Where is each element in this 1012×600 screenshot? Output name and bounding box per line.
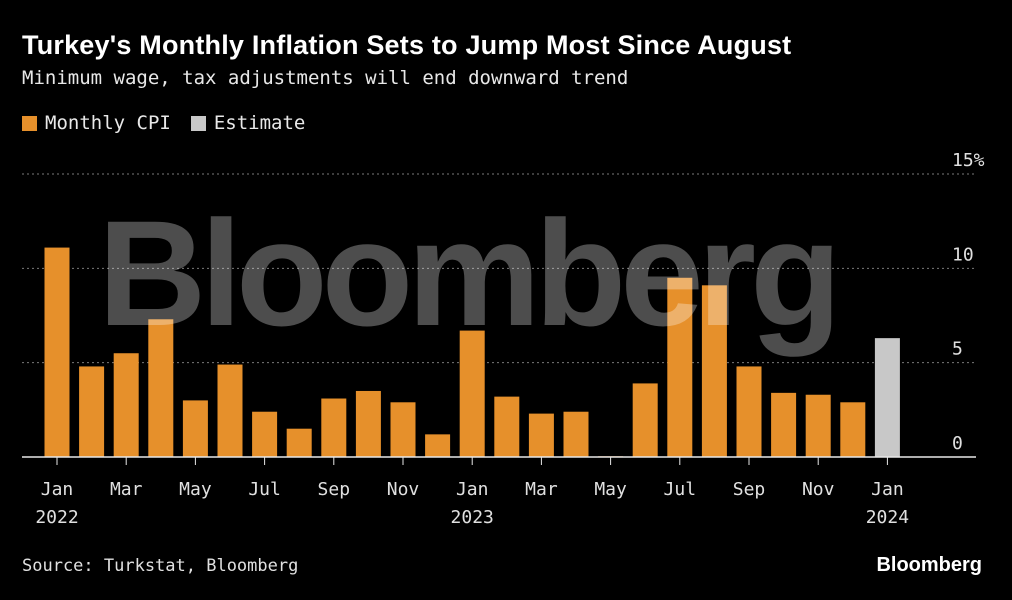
source-note: Source: Turkstat, Bloomberg [22, 556, 299, 576]
x-tick-label: Jul [664, 479, 697, 500]
bar-monthly-cpi [148, 319, 174, 457]
bar-monthly-cpi [425, 434, 451, 457]
y-tick-label: 0 [952, 433, 963, 454]
x-tick-label: Jul [248, 479, 281, 500]
brand-logo: Bloomberg [876, 554, 982, 576]
x-tick-year-label: 2022 [35, 507, 78, 528]
x-tick-label: May [179, 479, 212, 500]
bar-monthly-cpi [528, 413, 554, 457]
bar-monthly-cpi [355, 390, 381, 457]
bar-monthly-cpi [252, 411, 278, 457]
legend-swatch-monthly-cpi [22, 115, 37, 131]
x-tick-label: Nov [387, 479, 420, 500]
legend-label-estimate: Estimate [213, 112, 306, 134]
x-tick-label: May [594, 479, 627, 500]
x-tick-label: Mar [525, 479, 558, 500]
y-tick-label: 5 [952, 339, 963, 360]
bar-monthly-cpi [632, 383, 658, 457]
legend-item-estimate: Estimate [190, 112, 306, 134]
x-tick-label: Jan [871, 479, 904, 500]
chart-subtitle: Minimum wage, tax adjustments will end d… [22, 67, 629, 89]
bar-monthly-cpi [217, 364, 243, 457]
x-tick-label: Jan [41, 479, 74, 500]
bar-monthly-cpi [44, 247, 70, 457]
chart-title: Turkey's Monthly Inflation Sets to Jump … [22, 30, 792, 60]
bar-monthly-cpi [771, 392, 797, 457]
bar-monthly-cpi [701, 285, 727, 457]
x-tick-label: Nov [802, 479, 835, 500]
bar-monthly-cpi [667, 277, 693, 457]
bar-monthly-cpi [390, 402, 416, 457]
bar-monthly-cpi [494, 396, 520, 457]
x-tick-label: Jan [456, 479, 489, 500]
x-tick-year-label: 2023 [451, 507, 494, 528]
bar-monthly-cpi [113, 353, 139, 457]
x-tick-label: Mar [110, 479, 143, 500]
bar-monthly-cpi [736, 366, 762, 457]
y-tick-label: 10 [952, 244, 974, 265]
x-tick-label: Sep [318, 479, 351, 500]
bar-monthly-cpi [182, 400, 208, 457]
legend: Monthly CPI Estimate [22, 112, 325, 134]
bar-monthly-cpi [79, 366, 105, 457]
y-tick-label: 15% [952, 150, 985, 171]
bar-monthly-cpi [286, 428, 312, 457]
legend-label-monthly-cpi: Monthly CPI [45, 112, 171, 134]
legend-swatch-estimate [190, 115, 206, 131]
bar-monthly-cpi [321, 398, 347, 457]
bar-monthly-cpi [459, 330, 485, 457]
bar-monthly-cpi [805, 394, 831, 457]
bar-monthly-cpi [840, 402, 866, 457]
x-tick-label: Sep [733, 479, 766, 500]
bar-monthly-cpi [563, 411, 589, 457]
x-tick-year-label: 2024 [866, 507, 909, 528]
bar-estimate [874, 338, 900, 457]
legend-item-monthly-cpi: Monthly CPI [22, 112, 171, 134]
